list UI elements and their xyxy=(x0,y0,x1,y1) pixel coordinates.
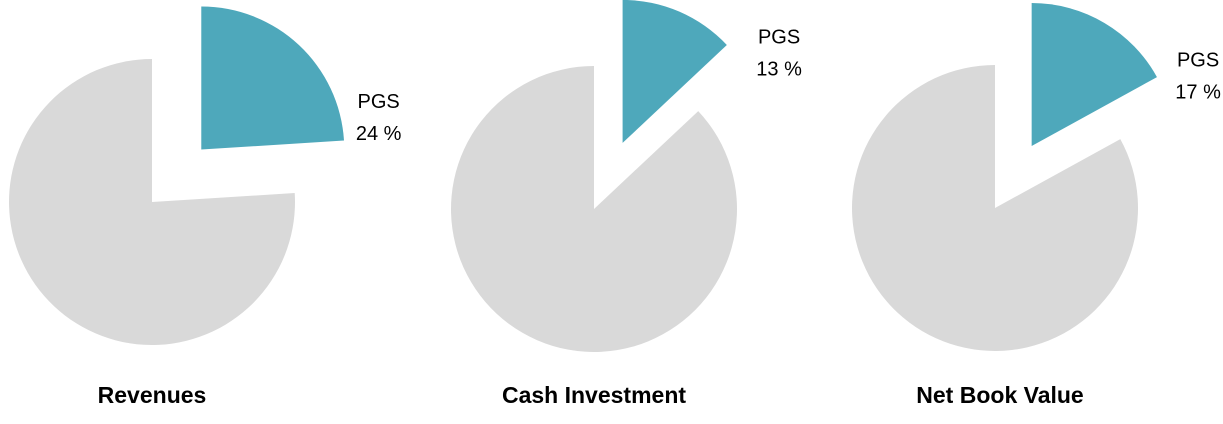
slice-label: PGS xyxy=(358,91,400,113)
slice-label: PGS xyxy=(1177,50,1219,72)
pie-slice xyxy=(1031,3,1157,147)
value-label: 13 % xyxy=(756,58,802,80)
pie-slice xyxy=(201,6,345,150)
pie-slice xyxy=(622,0,727,143)
pie-slice xyxy=(9,59,296,345)
pie-slice xyxy=(450,66,737,352)
chart-title: Revenues xyxy=(98,382,207,408)
value-label: 24 % xyxy=(356,123,402,145)
value-label: 17 % xyxy=(1175,82,1221,104)
chart-title: Cash Investment xyxy=(502,382,686,408)
slice-label: PGS xyxy=(758,26,800,48)
pie-slice xyxy=(852,65,1138,352)
chart-title: Net Book Value xyxy=(916,382,1083,408)
